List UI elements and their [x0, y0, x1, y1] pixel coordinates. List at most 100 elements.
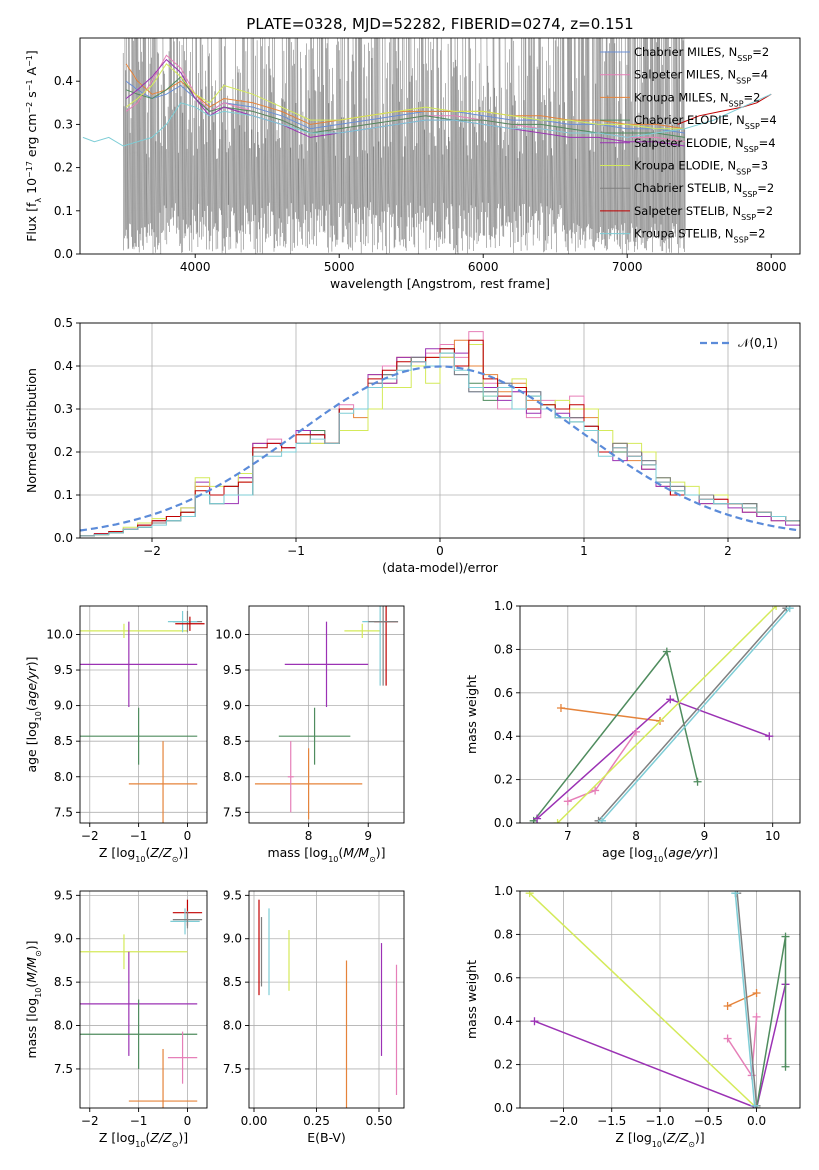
y-tick-label: 0.0 [494, 816, 513, 830]
marker-salpeter_elodie [666, 695, 675, 704]
x-tick-label: 0.0 [747, 1114, 766, 1128]
line-salpeter_elodie [534, 984, 787, 1108]
axes-frame [79, 37, 801, 255]
marker-salpeter_miles [752, 1012, 761, 1021]
line-chabrier_stelib [736, 893, 758, 1106]
x-tick-label: 0.50 [366, 1114, 393, 1128]
x-tick-label: 0.25 [303, 1114, 330, 1128]
y-tick-label: 8.5 [223, 975, 242, 989]
legend-label-salpeter_elodie: Salpeter ELODIE, NSSP=4 [634, 136, 776, 154]
x-axis-label: Z [log10(Z/Z⊙)] [99, 1130, 188, 1149]
line-kroupa_miles [560, 707, 661, 722]
panel-mass-vs-z: −2 −1 0 7.5 8.0 8.5 9.0 9.5 Z [log10(Z/Z⊙)] mass … [24, 888, 208, 1149]
x-tick-label: −1 [130, 1114, 148, 1128]
y-tick-label: 0.0 [54, 531, 73, 545]
y-tick-label: 0.1 [54, 204, 73, 218]
marker-chabrier_elodie [781, 1062, 790, 1071]
x-tick-label: 7 [564, 829, 572, 843]
x-tick-label: 8 [305, 829, 313, 843]
plot-area-spectrum [82, 38, 772, 254]
plot-area-weight-vs-z [525, 891, 790, 1108]
marker-salpeter_elodie [765, 732, 774, 741]
legend-label-kroupa_miles: Kroupa MILES, NSSP=2 [634, 90, 760, 108]
plot-area-residuals [80, 331, 800, 538]
y-axis-label: Normed distribution [24, 368, 39, 493]
panel-age-vs-mass: 8 9 7.5 8.0 8.5 9.0 9.5 10.0 mass [log10(M/M⊙)] [215, 605, 405, 864]
y-axis-label: mass weight [464, 675, 479, 754]
marker-chabrier_elodie [662, 647, 671, 656]
legend-label-salpeter_miles: Salpeter MILES, NSSP=4 [634, 68, 768, 86]
y-tick-label: 1.0 [494, 599, 513, 613]
y-tick-label: 0.2 [54, 445, 73, 459]
marker-kroupa_stelib [597, 816, 606, 823]
y-tick-label: 9.5 [54, 888, 73, 902]
marker-salpeter_elodie [533, 814, 542, 823]
y-tick-label: 0.3 [54, 402, 73, 416]
legend: 𝒩(0,1) [700, 336, 778, 350]
x-tick-label: 8 [632, 829, 640, 843]
y-tick-label: 9.0 [54, 699, 73, 713]
y-tick-label: 8.0 [54, 770, 73, 784]
y-tick-label: 7.5 [223, 1062, 242, 1076]
x-tick-label: 9 [364, 829, 372, 843]
line-kroupa_elodie [557, 606, 777, 823]
y-axis-label: mass [log10(M/M⊙)] [24, 940, 43, 1058]
marker-salpeter_miles [723, 1034, 732, 1043]
axes-frame [79, 605, 208, 824]
plot-area-age-vs-mass [254, 606, 399, 820]
x-tick-label: 7000 [612, 260, 643, 274]
marker-kroupa_elodie [772, 606, 781, 610]
y-tick-label: 0.8 [494, 642, 513, 656]
panel-mass-vs-ebv: 0.00 0.25 0.50 7.5 8.0 8.5 9.0 9.5 E(B-V) [223, 888, 405, 1145]
x-tick-label: 2 [724, 544, 732, 558]
y-tick-label: 0.0 [54, 247, 73, 261]
y-tick-label: 9.5 [54, 663, 73, 677]
y-tick-label: 0.8 [494, 927, 513, 941]
y-tick-label: 10.0 [46, 627, 73, 641]
line-chabrier_stelib [597, 607, 787, 822]
series-salpeter_stelib [677, 93, 772, 125]
marker-kroupa_miles [752, 988, 761, 997]
y-tick-label: 9.0 [223, 699, 242, 713]
legend-label-gauss: 𝒩(0,1) [738, 336, 778, 350]
y-tick-label: 8.0 [54, 1019, 73, 1033]
y-tick-label: 9.0 [223, 932, 242, 946]
y-tick-label: 8.0 [223, 1019, 242, 1033]
x-tick-label: 6000 [468, 260, 499, 274]
series-kroupa_stelib [82, 93, 772, 147]
x-tick-label: −1 [130, 829, 148, 843]
line-chabrier_elodie [755, 936, 787, 1108]
axes-frame [519, 605, 801, 824]
series-kroupa_elodie [125, 63, 685, 130]
line-kroupa_stelib [601, 607, 791, 822]
y-axis-label: age [log10(age/yr)] [24, 656, 43, 772]
x-tick-label: 0.00 [241, 1114, 268, 1128]
x-axis-label: Z [log10(Z/Z⊙)] [99, 845, 188, 864]
legend-label-kroupa_elodie: Kroupa ELODIE, NSSP=3 [634, 159, 768, 177]
series-chabrier_miles [125, 80, 685, 134]
x-tick-label: −2 [81, 1114, 99, 1128]
line-kroupa_miles [727, 992, 757, 1007]
series-chabrier_elodie [125, 76, 685, 138]
y-tick-label: 8.5 [223, 734, 242, 748]
legend-label-chabrier_stelib: Chabrier STELIB, NSSP=2 [634, 181, 774, 199]
marker-kroupa_miles [556, 703, 565, 712]
x-axis-label: Z [log10(Z/Z⊙)] [615, 1130, 704, 1149]
panel-age-vs-z: −2 −1 0 7.5 8.0 8.5 9.0 9.5 10.0 Z [log10(Z/Z⊙)] a… [24, 605, 208, 864]
marker-kroupa_stelib [731, 891, 740, 898]
y-tick-label: 9.5 [223, 663, 242, 677]
marker-chabrier_elodie [693, 777, 702, 786]
observed-spectrum [122, 38, 686, 254]
panel-residuals: 𝒩(0,1) −2 −1 0 1 2 0.0 0.1 0.2 0.3 0.4 0.5 (data-mod… [24, 316, 801, 575]
y-tick-label: 0.4 [494, 1014, 513, 1028]
y-tick-label: 0.5 [54, 316, 73, 330]
marker-salpeter_elodie [530, 1017, 539, 1026]
y-tick-label: 0.1 [54, 488, 73, 502]
y-tick-label: 9.0 [54, 932, 73, 946]
legend-label-chabrier_miles: Chabrier MILES, NSSP=2 [634, 45, 769, 63]
y-axis-label: Flux [fλ 10−17 erg cm−2 s−1 A−1] [24, 50, 43, 242]
line-kroupa_elodie [529, 892, 758, 1108]
x-tick-label: 0 [436, 544, 444, 558]
marker-salpeter_miles [591, 786, 600, 795]
axes-frame [79, 890, 208, 1109]
